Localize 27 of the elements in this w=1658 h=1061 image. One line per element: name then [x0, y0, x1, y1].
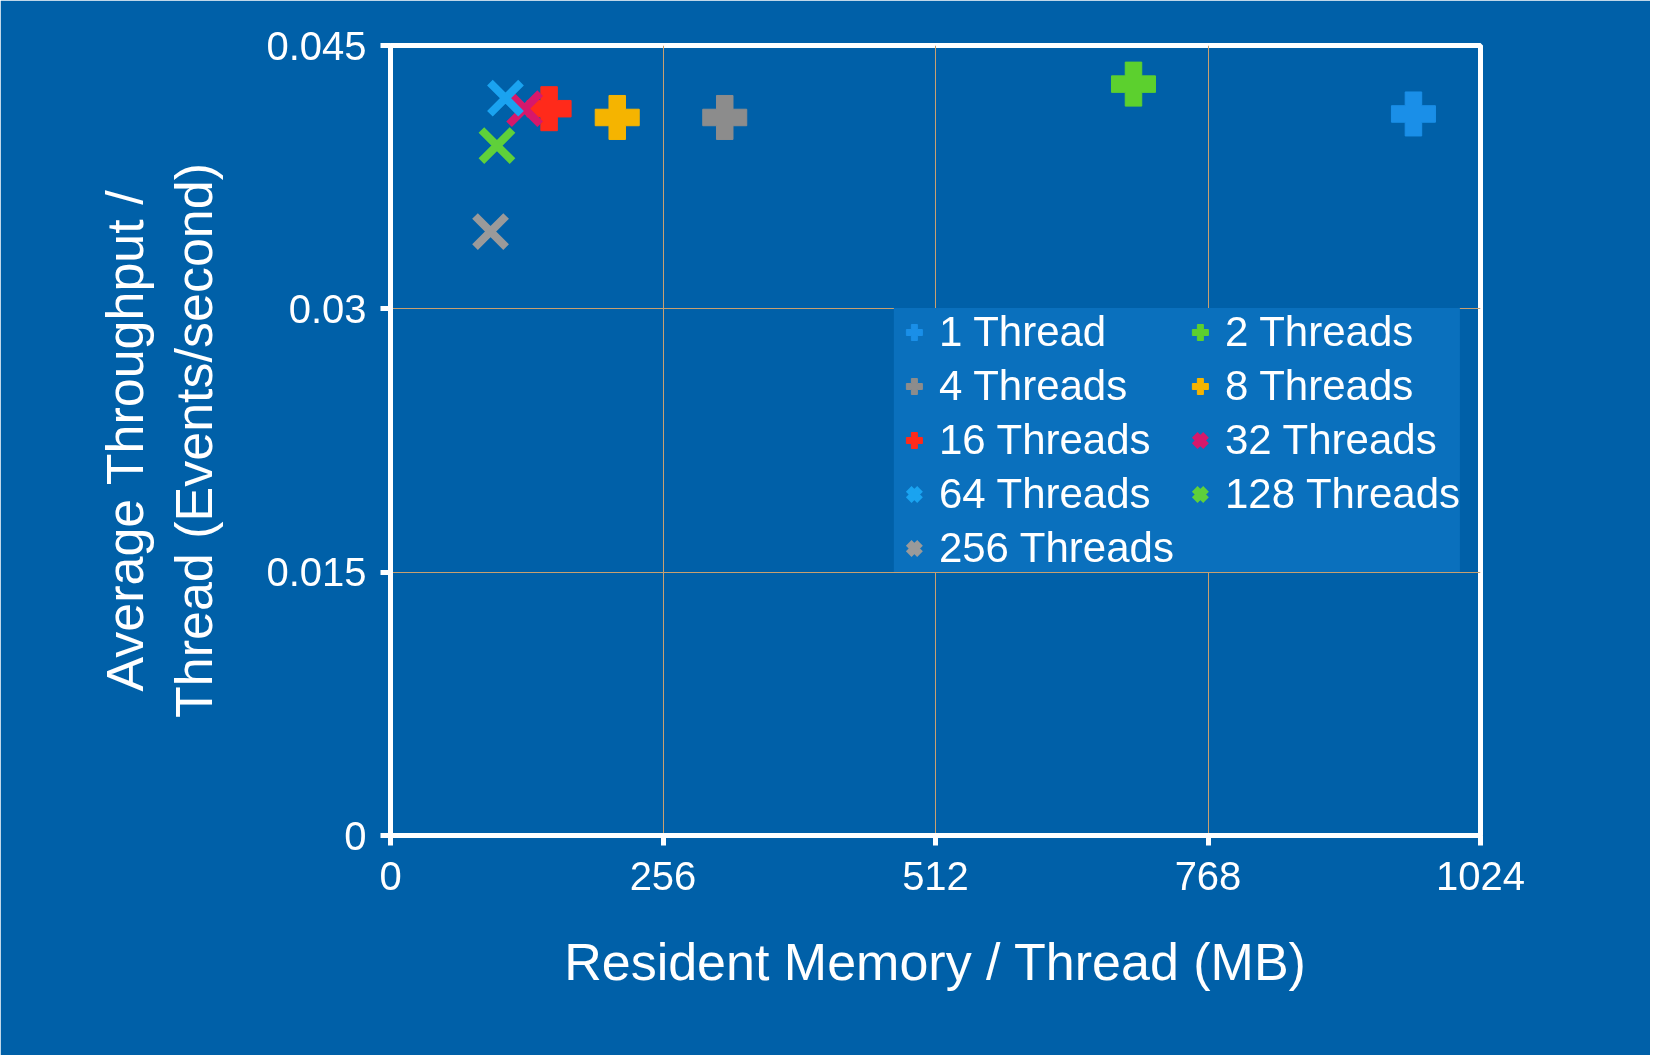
point	[1390, 91, 1436, 137]
x-tick-label: 512	[902, 853, 969, 898]
x-tick-label: 1024	[1436, 853, 1525, 898]
y-tick-label: 0.015	[266, 550, 367, 595]
legend-label: 8 Threads	[1224, 362, 1414, 410]
legend-label: 2 Threads	[1224, 308, 1414, 356]
point	[702, 94, 748, 140]
x-tick-label: 256	[629, 853, 697, 898]
legend-label: 128 Threads	[1224, 470, 1460, 518]
point	[471, 212, 511, 252]
legend-label: 4 Threads	[938, 362, 1128, 410]
legend-label: 1 Thread	[938, 308, 1107, 356]
y-tick-label: 0.045	[266, 23, 367, 68]
legend-label: 256 Threads	[938, 524, 1174, 572]
legend-label: 32 Threads	[1224, 416, 1437, 464]
legend-label: 16 Threads	[938, 416, 1151, 464]
point	[485, 78, 526, 118]
y-tick-label: 0	[344, 813, 367, 858]
x-axis-title: Resident Memory / Thread (MB)	[564, 932, 1306, 991]
y-axis-title: Average Throughput / Thread (Events/second)	[95, 163, 224, 718]
x-tick-label: 768	[1174, 853, 1242, 898]
point	[1110, 61, 1156, 107]
point	[594, 94, 640, 140]
legend-label: 64 Threads	[938, 470, 1151, 518]
y-tick-label: 0.03	[288, 286, 367, 331]
point	[477, 126, 517, 166]
x-tick-label: 0	[379, 853, 402, 898]
